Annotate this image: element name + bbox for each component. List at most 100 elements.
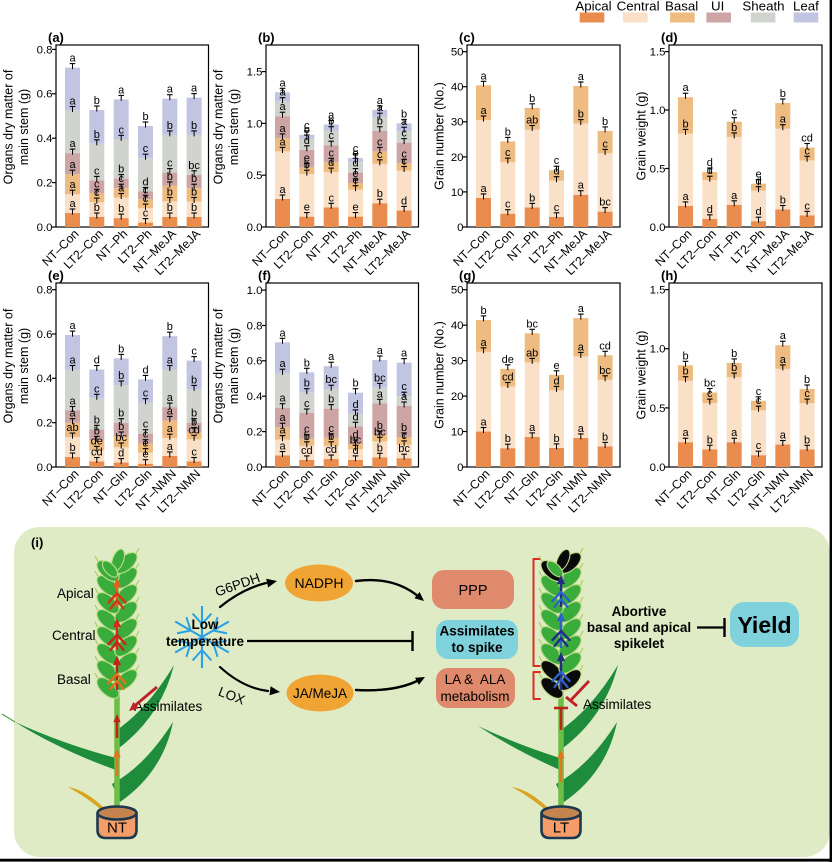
svg-text:20: 20	[451, 152, 464, 164]
svg-text:bc: bc	[599, 197, 611, 209]
svg-text:c: c	[304, 120, 310, 132]
svg-text:d: d	[352, 411, 358, 423]
svg-text:Yield: Yield	[737, 612, 791, 638]
svg-text:bc: bc	[398, 443, 410, 455]
svg-text:c: c	[804, 145, 810, 157]
svg-text:main stem (g): main stem (g)	[227, 328, 241, 404]
svg-text:b: b	[529, 93, 535, 105]
svg-text:a: a	[328, 110, 335, 122]
svg-text:cd: cd	[599, 340, 611, 352]
svg-text:b: b	[167, 321, 173, 333]
svg-text:Low: Low	[192, 617, 219, 632]
svg-text:1.5: 1.5	[650, 285, 666, 297]
svg-text:d: d	[553, 375, 559, 387]
svg-text:a: a	[69, 198, 76, 210]
svg-text:e: e	[352, 202, 358, 214]
svg-text:(g): (g)	[459, 268, 476, 283]
svg-text:main stem (g): main stem (g)	[17, 328, 31, 404]
svg-text:c: c	[143, 208, 149, 220]
svg-text:d: d	[707, 204, 713, 216]
svg-text:b: b	[118, 343, 124, 355]
svg-text:c: c	[118, 124, 124, 136]
svg-text:a: a	[279, 123, 286, 135]
svg-text:a: a	[167, 84, 174, 96]
svg-text:Basal: Basal	[57, 672, 91, 687]
svg-text:0.5: 0.5	[650, 403, 666, 415]
svg-text:c: c	[94, 178, 100, 190]
svg-text:a: a	[167, 392, 174, 404]
svg-text:b: b	[804, 434, 810, 446]
svg-text:temperature: temperature	[166, 634, 245, 649]
svg-text:b: b	[191, 173, 197, 185]
svg-text:c: c	[377, 149, 383, 161]
svg-text:a: a	[69, 179, 76, 191]
svg-text:b: b	[94, 202, 100, 214]
svg-text:b: b	[602, 116, 608, 128]
svg-text:d: d	[94, 355, 100, 367]
svg-text:b: b	[401, 108, 407, 120]
svg-text:b: b	[377, 420, 383, 432]
svg-text:0.0: 0.0	[37, 222, 53, 234]
svg-text:0.5: 0.5	[247, 170, 263, 182]
svg-text:a: a	[780, 354, 787, 366]
svg-text:0.6: 0.6	[37, 329, 53, 341]
svg-text:d: d	[304, 135, 310, 147]
svg-text:b: b	[780, 195, 786, 207]
svg-text:a: a	[780, 114, 787, 126]
svg-text:b: b	[191, 374, 197, 386]
svg-text:b: b	[553, 433, 559, 445]
svg-text:bc: bc	[704, 378, 716, 390]
svg-text:cd: cd	[502, 372, 514, 384]
svg-text:JA/MeJA: JA/MeJA	[293, 686, 347, 701]
svg-text:Organs dry matter of: Organs dry matter of	[212, 308, 226, 423]
svg-text:b: b	[731, 348, 737, 360]
svg-text:basal and apical: basal and apical	[587, 620, 691, 635]
svg-text:d: d	[755, 206, 761, 218]
svg-text:b: b	[94, 129, 100, 141]
svg-text:b: b	[94, 414, 100, 426]
svg-text:b: b	[682, 118, 688, 130]
svg-text:b: b	[167, 202, 173, 214]
svg-text:c: c	[328, 192, 334, 204]
svg-text:c: c	[554, 155, 560, 167]
svg-text:0.8: 0.8	[37, 285, 53, 297]
svg-text:e: e	[142, 449, 148, 461]
svg-text:0.2: 0.2	[37, 178, 53, 190]
svg-text:a: a	[69, 138, 76, 150]
svg-text:a: a	[780, 430, 787, 442]
svg-text:b: b	[377, 188, 383, 200]
svg-text:ab: ab	[526, 347, 538, 359]
svg-text:LT: LT	[553, 820, 569, 837]
svg-text:b: b	[167, 187, 173, 199]
svg-text:NT: NT	[107, 820, 127, 837]
svg-text:50: 50	[451, 47, 464, 59]
svg-text:Leaf: Leaf	[793, 0, 819, 14]
svg-text:c: c	[401, 128, 407, 140]
svg-text:(d): (d)	[661, 30, 678, 45]
svg-text:a: a	[529, 422, 536, 434]
svg-text:0.4: 0.4	[247, 391, 263, 403]
svg-text:c: c	[328, 423, 334, 435]
svg-text:a: a	[328, 351, 335, 363]
svg-text:40: 40	[451, 320, 464, 332]
svg-text:Grain number (No.): Grain number (No.)	[433, 321, 447, 429]
svg-text:a: a	[401, 348, 408, 360]
svg-text:b: b	[94, 425, 100, 437]
svg-text:b: b	[682, 350, 688, 362]
svg-text:0.0: 0.0	[650, 222, 666, 234]
svg-text:c: c	[353, 143, 359, 155]
svg-text:b: b	[731, 122, 737, 134]
svg-text:c: c	[143, 143, 149, 155]
svg-text:a: a	[279, 184, 286, 196]
svg-text:(a): (a)	[48, 30, 64, 45]
svg-text:b: b	[328, 394, 334, 406]
svg-text:a: a	[480, 337, 487, 349]
svg-text:c: c	[731, 107, 737, 119]
svg-text:a: a	[682, 191, 689, 203]
svg-text:c: c	[304, 424, 310, 436]
svg-text:0.4: 0.4	[37, 373, 53, 385]
svg-text:b: b	[731, 362, 737, 374]
svg-text:a: a	[69, 96, 76, 108]
svg-text:20: 20	[451, 391, 464, 403]
svg-text:a: a	[480, 417, 487, 429]
